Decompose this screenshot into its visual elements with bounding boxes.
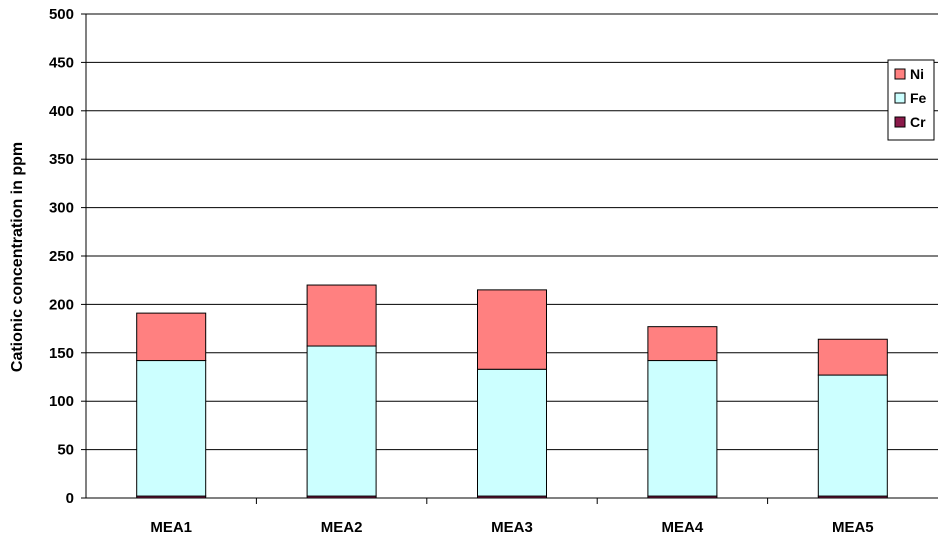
bar-segment-fe — [306, 345, 377, 497]
bar-segment-ni — [136, 312, 207, 362]
y-tick-labels: 0 50 100 150 200 250 300 350 400 450 500 — [49, 6, 86, 507]
bar-segment-fe — [136, 360, 207, 497]
bar-segment-fe — [477, 368, 547, 497]
y-tick-label: 100 — [49, 393, 74, 410]
legend-label-ni: Ni — [910, 66, 924, 82]
gridlines — [86, 13, 938, 451]
y-tick-label: 0 — [66, 490, 74, 507]
x-tick-label: MEA4 — [662, 519, 704, 536]
x-tick-labels: MEA1 MEA2 MEA3 MEA4 MEA5 — [150, 498, 874, 536]
y-tick-label: 50 — [57, 442, 74, 459]
y-tick-label: 150 — [49, 345, 74, 362]
bar-segment-ni — [477, 289, 547, 370]
bars — [136, 284, 888, 499]
bar-segment-fe — [817, 374, 888, 497]
legend-swatch-cr — [894, 116, 906, 128]
bar-segment-ni — [306, 284, 377, 347]
y-tick-label: 300 — [49, 200, 74, 217]
x-tick-label: MEA3 — [491, 519, 533, 536]
legend-swatch-fe — [894, 92, 906, 104]
x-tick-label: MEA1 — [150, 519, 192, 536]
legend-label-fe: Fe — [910, 90, 927, 106]
y-tick-label: 400 — [49, 103, 74, 120]
y-tick-label: 250 — [49, 248, 74, 265]
y-axis-title: Cationic concentration in ppm — [9, 142, 26, 372]
y-tick-label: 450 — [49, 54, 74, 71]
legend-swatch-ni — [894, 68, 906, 80]
bar-segment-ni — [817, 338, 888, 376]
bar-segment-fe — [647, 360, 718, 497]
x-tick-label: MEA2 — [321, 519, 363, 536]
x-tick-label: MEA5 — [832, 519, 874, 536]
legend: Ni Fe Cr — [887, 59, 935, 141]
bar-segment-ni — [647, 326, 718, 362]
y-tick-label: 500 — [49, 6, 74, 23]
y-tick-label: 350 — [49, 151, 74, 168]
legend-label-cr: Cr — [910, 114, 926, 130]
y-tick-label: 200 — [49, 296, 74, 313]
